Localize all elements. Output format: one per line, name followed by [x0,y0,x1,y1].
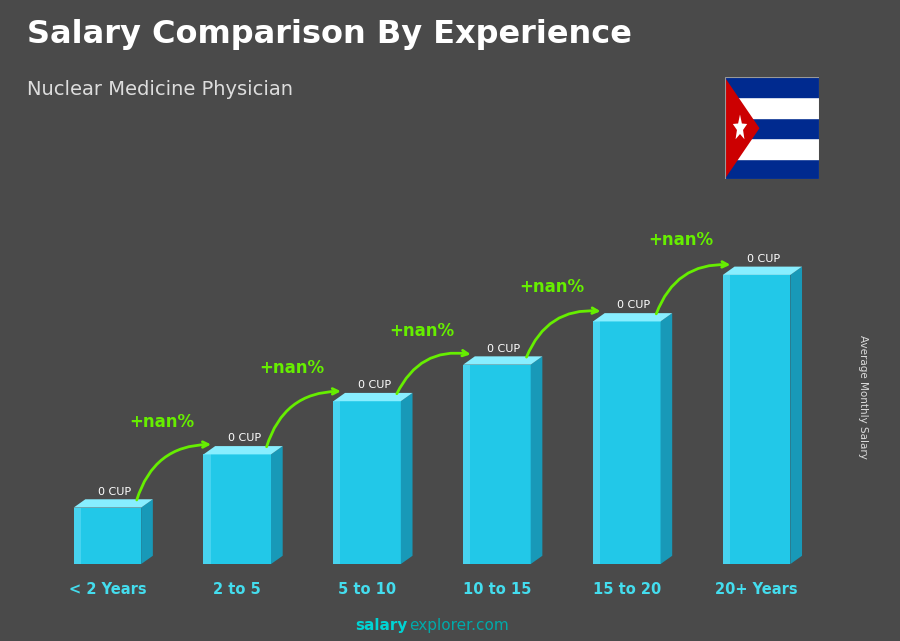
Polygon shape [333,401,400,564]
Polygon shape [723,267,802,275]
Bar [724,159,819,179]
Polygon shape [141,499,153,564]
Polygon shape [464,365,471,564]
Text: 0 CUP: 0 CUP [488,344,520,354]
Text: +nan%: +nan% [259,360,324,378]
Bar [724,138,819,159]
Polygon shape [723,275,790,564]
Polygon shape [333,393,412,401]
Polygon shape [203,446,283,454]
Polygon shape [464,365,531,564]
Polygon shape [74,508,81,564]
Bar [724,77,819,97]
Text: < 2 Years: < 2 Years [68,583,146,597]
Text: 2 to 5: 2 to 5 [213,583,261,597]
Text: 0 CUP: 0 CUP [98,487,131,497]
Polygon shape [203,454,271,564]
Polygon shape [400,393,412,564]
Polygon shape [464,356,543,365]
Polygon shape [74,499,153,508]
Polygon shape [203,454,211,564]
Text: explorer.com: explorer.com [410,619,509,633]
Polygon shape [333,401,340,564]
Polygon shape [74,508,141,564]
Polygon shape [733,115,747,139]
Polygon shape [661,313,672,564]
Polygon shape [593,313,672,321]
Polygon shape [724,77,760,179]
Text: 0 CUP: 0 CUP [617,301,651,310]
Polygon shape [593,321,600,564]
Text: 0 CUP: 0 CUP [747,254,780,264]
Text: 10 to 15: 10 to 15 [463,583,531,597]
Text: +nan%: +nan% [389,322,454,340]
Text: Salary Comparison By Experience: Salary Comparison By Experience [27,19,632,50]
Text: 20+ Years: 20+ Years [716,583,798,597]
Text: Nuclear Medicine Physician: Nuclear Medicine Physician [27,80,293,99]
Bar [724,97,819,118]
Polygon shape [790,267,802,564]
Bar [724,118,819,138]
Text: 0 CUP: 0 CUP [228,433,261,444]
Text: +nan%: +nan% [130,413,194,431]
Text: salary: salary [356,619,408,633]
Polygon shape [531,356,543,564]
Text: 15 to 20: 15 to 20 [592,583,661,597]
Text: +nan%: +nan% [519,278,584,296]
Text: 5 to 10: 5 to 10 [338,583,396,597]
Polygon shape [723,275,730,564]
Polygon shape [593,321,661,564]
Polygon shape [271,446,283,564]
Text: Average Monthly Salary: Average Monthly Salary [859,335,868,460]
Text: 0 CUP: 0 CUP [357,380,391,390]
Text: +nan%: +nan% [649,231,714,249]
